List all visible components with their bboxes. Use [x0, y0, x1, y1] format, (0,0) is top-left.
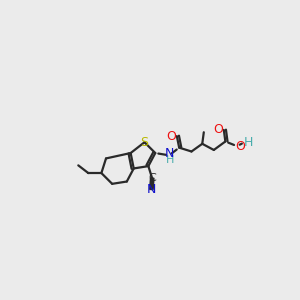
- Text: S: S: [140, 136, 148, 149]
- Text: O: O: [214, 123, 224, 136]
- Text: O: O: [167, 130, 176, 142]
- Text: N: N: [147, 183, 156, 196]
- Text: H: H: [166, 155, 174, 165]
- Text: H: H: [244, 136, 253, 149]
- Text: C: C: [148, 173, 156, 184]
- Text: N: N: [165, 146, 175, 160]
- Text: O: O: [235, 140, 245, 153]
